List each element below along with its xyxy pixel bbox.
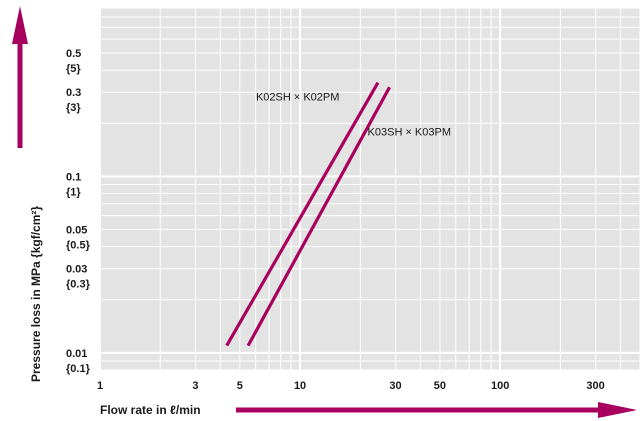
- y-axis-label: Pressure loss in MPa {kgf/cm²}: [29, 206, 43, 382]
- y-tick-label: 0.03: [66, 264, 87, 276]
- x-tick-label: 1: [97, 380, 103, 392]
- y-tick-sublabel: {5}: [66, 63, 81, 75]
- y-tick-label: 0.5: [66, 48, 81, 60]
- y-tick-labels: 0.5 {5} 0.3 {3} 0.1 {1} 0.05 {0.5} 0.03 {0.3} 0.01…: [66, 48, 91, 375]
- x-tick-labels: 1 3 5 10 30 50 100 300: [97, 380, 605, 392]
- y-tick-label: 0.01: [66, 348, 87, 360]
- y-axis-arrow-head: [12, 6, 28, 44]
- series-label-2: K03SH × K03PM: [368, 127, 451, 139]
- series-line-2: [246, 86, 391, 347]
- x-tick-label: 100: [491, 380, 509, 392]
- y-tick-sublabel: {1}: [66, 186, 81, 198]
- axes: Pressure loss in MPa {kgf/cm²} Flow rate…: [12, 6, 637, 418]
- y-tick-label: 0.05: [66, 225, 87, 237]
- y-tick-label: 0.3: [66, 87, 81, 99]
- x-tick-label: 5: [237, 380, 243, 392]
- x-tick-label: 300: [586, 380, 604, 392]
- series-lines: K02SH × K02PM K03SH × K03PM: [225, 81, 451, 347]
- x-axis-label: Flow rate in ℓ/min: [100, 403, 201, 417]
- y-tick-sublabel: {0.3}: [66, 279, 91, 291]
- y-tick-sublabel: {0.5}: [66, 240, 91, 252]
- x-tick-label: 10: [294, 380, 306, 392]
- plot-area: [100, 8, 640, 370]
- grid: [99, 7, 640, 371]
- series-line-1: [225, 81, 380, 347]
- x-tick-label: 30: [389, 380, 401, 392]
- y-tick-sublabel: {0.1}: [66, 363, 91, 375]
- series-label-1: K02SH × K02PM: [256, 91, 339, 103]
- x-tick-label: 50: [434, 380, 446, 392]
- y-tick-label: 0.1: [66, 171, 81, 183]
- x-axis-arrow-head: [598, 402, 637, 418]
- y-tick-sublabel: {3}: [66, 102, 81, 114]
- x-tick-label: 3: [192, 380, 198, 392]
